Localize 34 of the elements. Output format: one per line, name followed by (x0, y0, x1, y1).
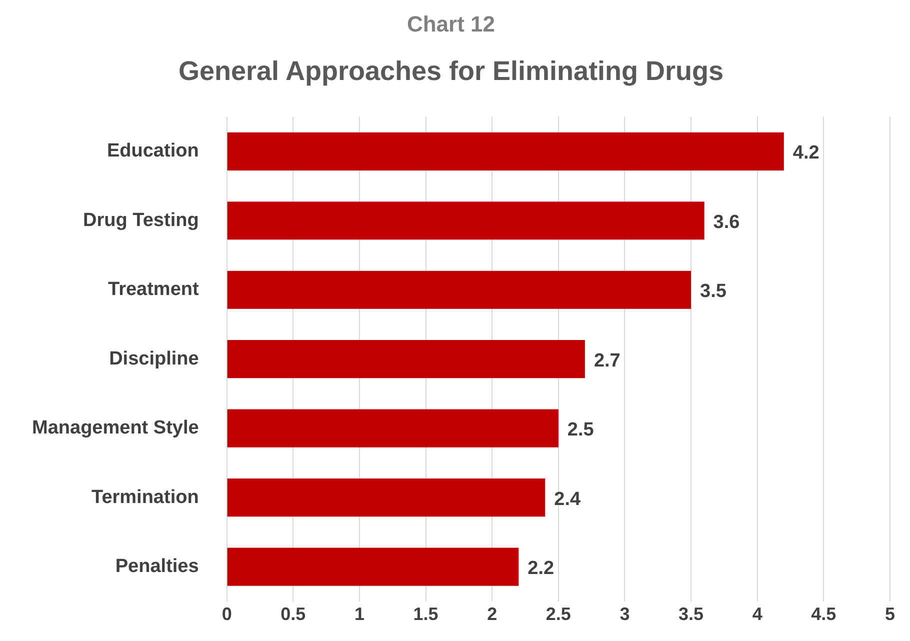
x-tick-label: 1.5 (413, 604, 438, 624)
y-tick-label: Drug Testing (83, 210, 199, 231)
data-label: 4.2 (792, 142, 820, 164)
x-tick-label: 3 (620, 604, 630, 624)
x-tick-label: 4.5 (811, 604, 836, 624)
bar (227, 202, 704, 240)
bar (227, 548, 519, 586)
bar (227, 478, 546, 517)
bar (227, 340, 585, 378)
x-tick-label: 0.5 (280, 604, 306, 624)
y-tick-label: Education (106, 140, 199, 162)
x-tick-label: 3.5 (678, 604, 704, 624)
x-tick-label: 5 (884, 604, 896, 624)
data-label: 2.4 (554, 488, 581, 510)
y-tick-label: Discipline (109, 348, 199, 370)
x-tick-label: 2 (487, 604, 498, 624)
data-label: 3.6 (713, 212, 740, 233)
y-tick-label: Treatment (108, 279, 200, 300)
chart-subtitle: General Approaches for Eliminating Drugs (178, 56, 724, 86)
data-label: 2.2 (528, 558, 554, 580)
y-tick-label: Management Style (32, 418, 199, 439)
x-tick-label: 1 (354, 604, 364, 624)
chart-title: Chart 12 (406, 11, 496, 36)
x-tick-label: 4 (752, 604, 762, 624)
y-tick-label: Penalties (115, 556, 199, 578)
y-tick-label: Termination (91, 486, 199, 508)
bar (227, 409, 558, 448)
x-tick-label: 2.5 (546, 604, 571, 624)
data-label: 3.5 (700, 281, 727, 302)
bar (227, 270, 692, 309)
bar (227, 132, 784, 170)
data-label: 2.5 (567, 420, 594, 441)
data-label: 2.7 (594, 350, 620, 372)
x-tick-label: 0 (222, 604, 232, 624)
